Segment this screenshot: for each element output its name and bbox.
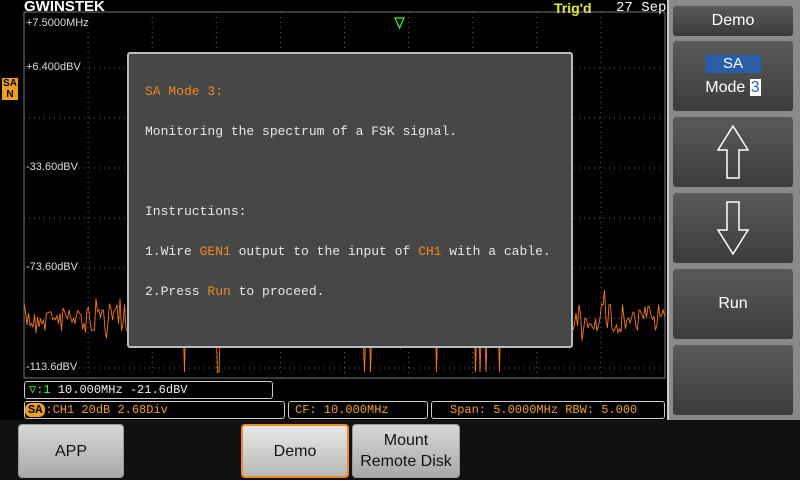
span-rbw: Span: 5.0000MHz RBW: 5.000 [431,401,665,419]
position: 2.68Div [117,403,168,417]
brand: GWINSTEK [24,0,105,15]
mode-badge: SA N [2,78,18,100]
mode-button[interactable]: SA Mode 3 [672,40,794,112]
rbw: RBW: 5.000 [565,403,638,417]
marker-readout: ▽:1 10.000MHz -21.6dBV [24,381,273,399]
text: 1.Wire [145,244,200,259]
highlight: Run [207,284,231,299]
scale: 20dB [81,403,111,417]
text: to proceed. [230,284,325,299]
center-marker [394,17,405,30]
marker-id: ▽:1 [29,383,51,397]
source: :CH1 [45,403,75,417]
highlight: CH1 [418,244,442,259]
frequency-top: +7.5000MHz [26,17,89,29]
app-key[interactable]: APP [18,424,124,478]
y-label: -113.6dBV [26,361,78,373]
blank-button[interactable] [672,344,794,416]
marker-level: -21.6dBV [129,383,188,397]
dialog: SA Mode 3: Monitoring the spectrum of a … [127,52,573,348]
mount-line: Remote Disk [360,453,452,470]
menu-title: Demo [672,5,794,37]
demo-key[interactable]: Demo [241,424,349,478]
dialog-description: Monitoring the spectrum of a FSK signal. [145,124,458,139]
mode-tag: SA [25,403,46,417]
date: 27 Sep [616,0,667,16]
mode-label: SA [705,55,761,73]
trigger-status: Trig'd [554,0,592,16]
mount-key[interactable]: Mount Remote Disk [352,424,460,478]
badge-top: SA [3,78,17,89]
text: 2.Press [145,284,208,299]
text: with a cable. [441,244,551,259]
center-frequency: CF: 10.000MHz [288,401,428,419]
highlight: GEN1 [199,244,231,259]
text: output to the input of [230,244,419,259]
step-1: 1.Wire GEN1 output to the input of CH1 w… [145,242,555,262]
y-label: -73.60dBV [26,261,78,273]
down-arrow [716,201,750,256]
up-button[interactable] [672,116,794,188]
mode-value: Mode 3 [705,79,761,97]
y-label: +6.400dBV [26,61,81,73]
mode-number: 3 [749,79,761,96]
span: Span: 5.0000MHz [450,403,559,417]
y-label: -33.60dBV [26,161,78,173]
marker-frequency: 10.000MHz [57,383,123,397]
channel-status: SA:CH1 20dB 2.68Div [24,401,285,419]
mode-text: Mode [705,79,746,96]
badge-bottom: N [6,89,14,100]
up-arrow [716,124,750,179]
step-2: 2.Press Run to proceed. [145,282,555,302]
run-button[interactable]: Run [672,268,794,340]
down-button[interactable] [672,192,794,264]
mount-line: Mount [383,432,429,449]
dialog-heading: Instructions: [145,204,247,219]
dialog-title: SA Mode 3: [145,84,224,99]
